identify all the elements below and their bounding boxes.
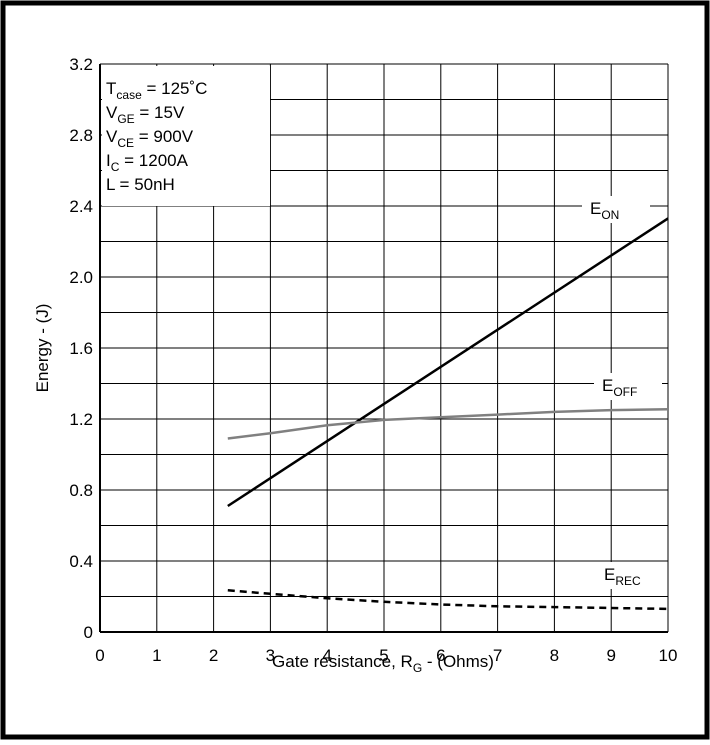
series-label-sub: ON bbox=[601, 208, 619, 222]
condition-main: T bbox=[106, 79, 116, 98]
x-tick-label: 0 bbox=[95, 646, 104, 665]
x-axis-label-sub: G bbox=[413, 661, 422, 675]
condition-line: VGE = 15V bbox=[106, 103, 185, 126]
x-tick-label: 7 bbox=[493, 646, 502, 665]
y-tick-label: 1.6 bbox=[69, 339, 93, 358]
condition-main: I bbox=[106, 151, 111, 170]
condition-value: = 1200A bbox=[119, 151, 188, 170]
series-label-main: E bbox=[602, 376, 613, 395]
x-tick-label: 1 bbox=[152, 646, 161, 665]
x-axis-label-suffix: - (Ohms) bbox=[422, 652, 494, 671]
condition-main: V bbox=[106, 127, 118, 146]
series-label-bg bbox=[594, 373, 662, 400]
y-tick-label: 2.4 bbox=[69, 197, 93, 216]
y-tick-label: 0.8 bbox=[69, 481, 93, 500]
series-label-main: E bbox=[604, 565, 615, 584]
condition-line: L = 50nH bbox=[106, 175, 175, 194]
y-tick-label: 0.4 bbox=[69, 552, 93, 571]
y-tick-label: 0 bbox=[84, 623, 93, 642]
series-label-rec: EREC bbox=[604, 565, 641, 588]
y-tick-label: 2.8 bbox=[69, 126, 93, 145]
conditions-box-bg bbox=[102, 66, 270, 206]
x-axis-label: Gate resistance, RG - (Ohms) bbox=[272, 652, 494, 675]
x-tick-label: 10 bbox=[659, 646, 678, 665]
series-line-on bbox=[227, 217, 669, 508]
condition-sub: CE bbox=[117, 136, 134, 150]
condition-line: IC = 1200A bbox=[106, 151, 189, 174]
y-axis-label: Energy - (J) bbox=[33, 304, 52, 393]
condition-value: = 900V bbox=[134, 127, 194, 146]
condition-value: = 125˚C bbox=[142, 79, 208, 98]
condition-line: Tcase = 125˚C bbox=[106, 79, 207, 102]
axes bbox=[99, 64, 668, 633]
x-tick-label: 3 bbox=[266, 646, 275, 665]
condition-main: L = 50nH bbox=[106, 175, 175, 194]
x-tick-label: 2 bbox=[209, 646, 218, 665]
condition-sub: GE bbox=[117, 112, 134, 126]
condition-main: V bbox=[106, 103, 118, 122]
series-label-off: EOFF bbox=[602, 376, 637, 399]
x-axis-label-main: Gate resistance, R bbox=[272, 652, 413, 671]
series-label-on: EON bbox=[590, 199, 619, 222]
series-label-sub: REC bbox=[615, 574, 641, 588]
y-tick-label: 1.2 bbox=[69, 410, 93, 429]
series-label-sub: OFF bbox=[613, 385, 637, 399]
x-tick-label: 5 bbox=[379, 646, 388, 665]
series-lines bbox=[227, 217, 669, 611]
x-tick-label: 8 bbox=[550, 646, 559, 665]
condition-value: = 15V bbox=[135, 103, 185, 122]
x-tick-label: 6 bbox=[436, 646, 445, 665]
condition-sub: case bbox=[116, 88, 142, 102]
tick-labels: 0 1 2 3 4 5 6 7 8 9 10 0 0.4 0.8 1.2 1.6 2.0 2.4 2.8 3.2 bbox=[69, 55, 677, 665]
series-label-main: E bbox=[590, 199, 601, 218]
y-tick-label: 3.2 bbox=[69, 55, 93, 74]
condition-line: VCE = 900V bbox=[106, 127, 194, 150]
series-line-off bbox=[227, 407, 669, 440]
series-label-bg bbox=[582, 196, 650, 223]
y-tick-label: 2.0 bbox=[69, 268, 93, 287]
x-tick-label: 9 bbox=[606, 646, 615, 665]
x-tick-label: 4 bbox=[322, 646, 331, 665]
series-label-bg bbox=[596, 562, 664, 589]
series-line-rec bbox=[227, 589, 669, 611]
condition-sub: C bbox=[111, 160, 120, 174]
